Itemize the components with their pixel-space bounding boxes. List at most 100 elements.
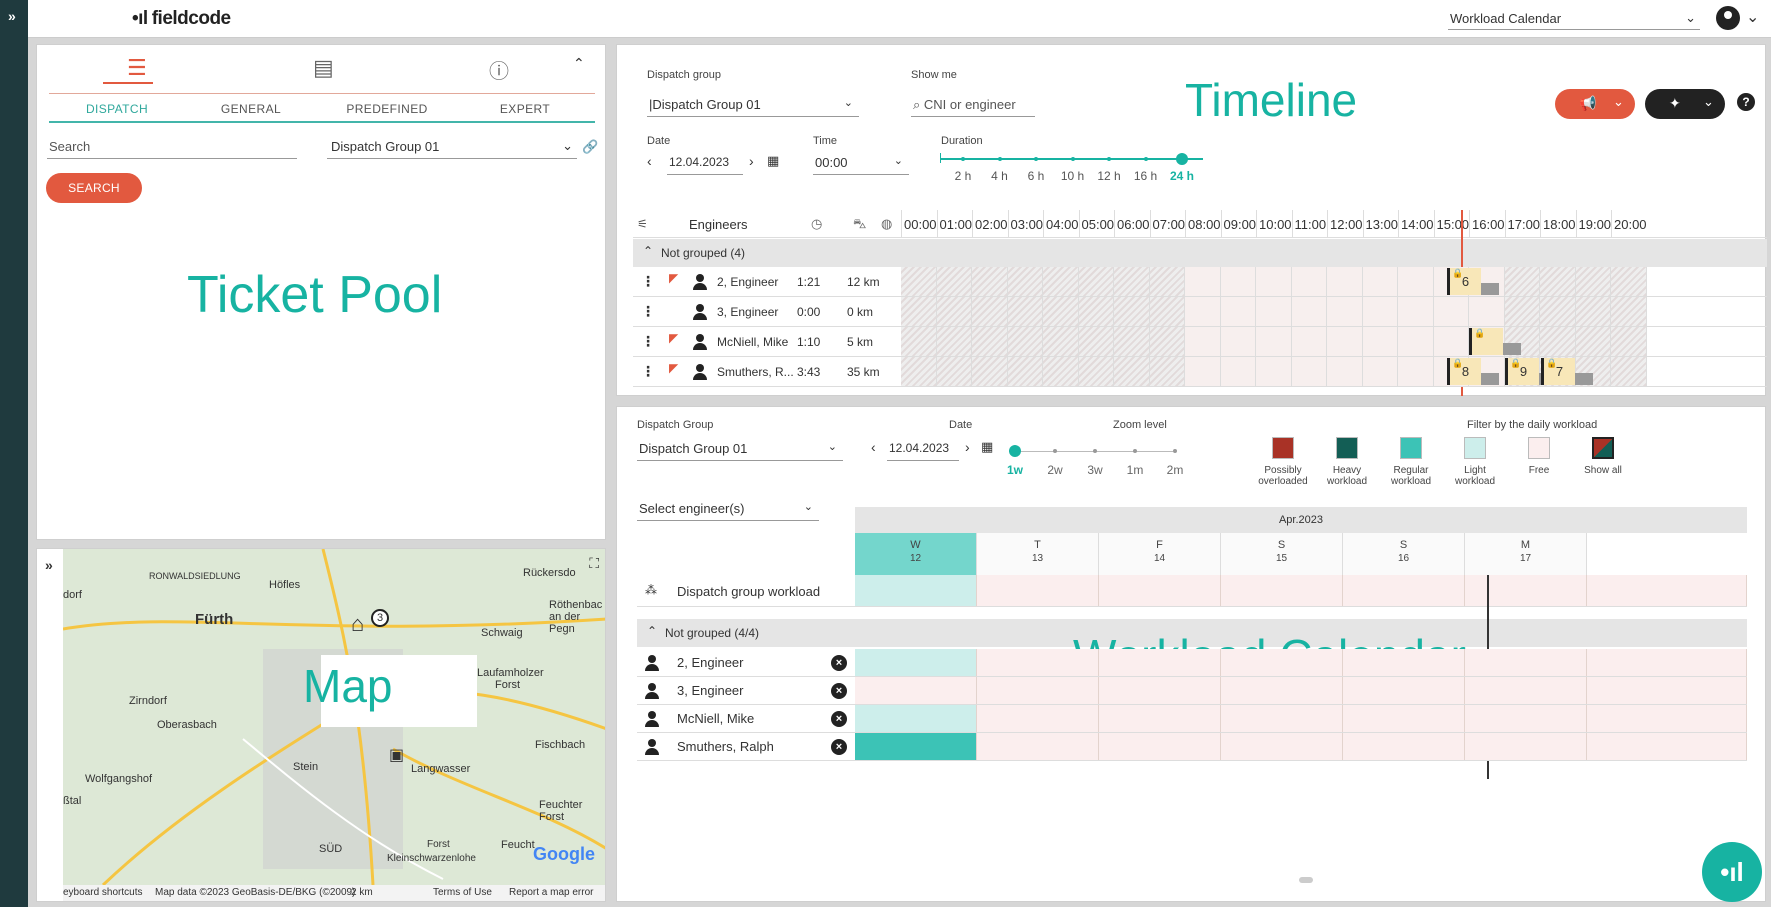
duration-label[interactable]: 16 h xyxy=(1133,169,1158,183)
hour-cell[interactable] xyxy=(1575,267,1611,296)
workload-day-cell[interactable] xyxy=(977,677,1099,704)
hour-cell[interactable] xyxy=(1398,267,1434,296)
workload-day-cell[interactable] xyxy=(977,705,1099,732)
engineer-name[interactable]: 3, Engineer xyxy=(717,305,779,319)
day-header[interactable]: S 16 xyxy=(1343,533,1465,575)
hour-cell[interactable] xyxy=(1256,357,1292,386)
hour-cell[interactable] xyxy=(1078,267,1114,296)
hour-cell[interactable] xyxy=(1043,357,1079,386)
day-header[interactable]: F 14 xyxy=(1099,533,1221,575)
workload-date-input[interactable]: 12.04.2023 xyxy=(887,437,959,461)
link-icon[interactable]: 🔗 xyxy=(582,139,599,154)
workload-color-swatch[interactable] xyxy=(1336,437,1358,459)
hour-cell[interactable] xyxy=(1398,297,1434,326)
cluster-marker-icon[interactable]: 3 xyxy=(371,609,389,627)
zoom-label[interactable]: 1w xyxy=(1006,463,1023,477)
hour-cell[interactable] xyxy=(1433,297,1469,326)
view-select[interactable]: Workload Calendar ⌄ xyxy=(1448,8,1700,30)
magic-button[interactable]: ✦ ⌄ xyxy=(1645,89,1725,119)
remove-engineer-icon[interactable]: × xyxy=(831,655,847,671)
workload-engineer-row[interactable]: McNiell, Mike × xyxy=(637,705,1747,733)
workload-day-cell[interactable] xyxy=(1465,733,1587,760)
workload-day-cell[interactable] xyxy=(1099,677,1221,704)
duration-label[interactable]: 10 h xyxy=(1060,169,1085,183)
hour-cell[interactable] xyxy=(1007,297,1043,326)
workload-day-cell[interactable] xyxy=(1343,733,1465,760)
hour-cell[interactable] xyxy=(901,357,937,386)
hour-cell[interactable] xyxy=(1611,267,1647,296)
timeline-date-input[interactable]: 12.04.2023 xyxy=(667,151,743,175)
engineer-row[interactable]: ⋮ ◤ 2, Engineer 1:21 12 km 🔒 6 xyxy=(633,267,1767,297)
hour-cell[interactable] xyxy=(1327,297,1363,326)
search-button[interactable]: SEARCH xyxy=(46,173,142,203)
hour-cell[interactable] xyxy=(1078,357,1114,386)
hour-cell[interactable] xyxy=(1043,267,1079,296)
workload-day-cell[interactable] xyxy=(855,649,977,676)
workload-day-cell[interactable] xyxy=(1221,733,1343,760)
user-menu-chevron-icon[interactable]: ⌄ xyxy=(1746,9,1760,26)
ticket-block[interactable]: 🔒 8 xyxy=(1447,358,1481,385)
tab-expert[interactable]: EXPERT xyxy=(499,102,551,116)
hour-cell[interactable] xyxy=(1504,267,1540,296)
timeline-dispatch-group-select[interactable]: |Dispatch Group 01 ⌄ xyxy=(647,93,859,117)
ticket-block[interactable]: 🔒 7 xyxy=(1541,358,1575,385)
hour-cell[interactable] xyxy=(1540,327,1576,356)
hour-cell[interactable] xyxy=(1149,327,1185,356)
hour-cell[interactable] xyxy=(1007,327,1043,356)
engineer-name[interactable]: McNiell, Mike xyxy=(717,335,789,349)
kebab-menu-icon[interactable]: ⋮ xyxy=(641,303,655,319)
workload-day-cell[interactable] xyxy=(1465,575,1587,606)
day-header[interactable]: M 17 xyxy=(1465,533,1587,575)
hour-cell[interactable] xyxy=(901,327,937,356)
hour-cell[interactable] xyxy=(936,327,972,356)
duration-dot[interactable] xyxy=(1070,157,1075,161)
hour-cell[interactable] xyxy=(1398,357,1434,386)
hour-cell[interactable] xyxy=(1220,297,1256,326)
hour-cell[interactable] xyxy=(1149,357,1185,386)
duration-label[interactable]: 4 h xyxy=(991,169,1008,183)
hour-cell[interactable] xyxy=(1362,357,1398,386)
workload-color-swatch[interactable] xyxy=(1272,437,1294,459)
workload-filter-item[interactable]: Show all xyxy=(1571,437,1635,476)
day-header[interactable]: T 13 xyxy=(977,533,1099,575)
hour-cell[interactable] xyxy=(1078,327,1114,356)
workload-filter-item[interactable]: Possibly overloaded xyxy=(1251,437,1315,487)
resize-handle[interactable] xyxy=(1299,877,1313,883)
hour-cell[interactable] xyxy=(901,267,937,296)
workload-day-cell[interactable] xyxy=(1099,733,1221,760)
workload-day-cell[interactable] xyxy=(855,677,977,704)
workload-day-cell[interactable] xyxy=(1099,705,1221,732)
workload-color-swatch[interactable] xyxy=(1592,437,1614,459)
zoom-label[interactable]: 1m xyxy=(1126,463,1144,477)
workload-day-cell[interactable] xyxy=(1099,575,1221,606)
info-icon[interactable]: ⓘ xyxy=(489,61,509,83)
hour-cell[interactable] xyxy=(1540,297,1576,326)
ticket-search-input[interactable]: Search xyxy=(47,135,297,159)
workload-day-cell[interactable] xyxy=(1221,649,1343,676)
hour-cell[interactable] xyxy=(1291,297,1327,326)
zoom-slider[interactable] xyxy=(1009,451,1173,452)
workload-color-swatch[interactable] xyxy=(1400,437,1422,459)
hour-cell[interactable] xyxy=(972,327,1008,356)
hour-cell[interactable] xyxy=(1291,267,1327,296)
timeline-group-row[interactable]: ⌃ Not grouped (4) xyxy=(633,239,1767,267)
home-marker-icon[interactable]: ⌂ xyxy=(351,611,365,636)
timeline-time-select[interactable]: 00:00 ⌄ xyxy=(813,151,909,175)
fieldcode-assistant-button[interactable]: •ıl xyxy=(1702,842,1762,902)
list-icon[interactable]: ☰ xyxy=(127,55,147,80)
hour-cell[interactable] xyxy=(1327,327,1363,356)
hour-cell[interactable] xyxy=(972,297,1008,326)
hour-cell[interactable] xyxy=(1362,297,1398,326)
hour-cell[interactable] xyxy=(901,297,937,326)
ticket-block[interactable]: 🔒 6 xyxy=(1447,268,1481,295)
hour-cell[interactable] xyxy=(1220,357,1256,386)
workload-day-cell[interactable] xyxy=(1343,649,1465,676)
hour-cell[interactable] xyxy=(1575,327,1611,356)
hour-cell[interactable] xyxy=(1256,297,1292,326)
show-me-input[interactable]: ⌕ CNI or engineer xyxy=(911,93,1035,117)
day-header[interactable]: W 12 xyxy=(855,533,977,575)
duration-dot[interactable] xyxy=(997,157,1002,161)
workload-day-cell[interactable] xyxy=(1343,575,1465,606)
hour-cell[interactable] xyxy=(1362,267,1398,296)
calendar-icon[interactable]: ▦ xyxy=(767,153,780,168)
